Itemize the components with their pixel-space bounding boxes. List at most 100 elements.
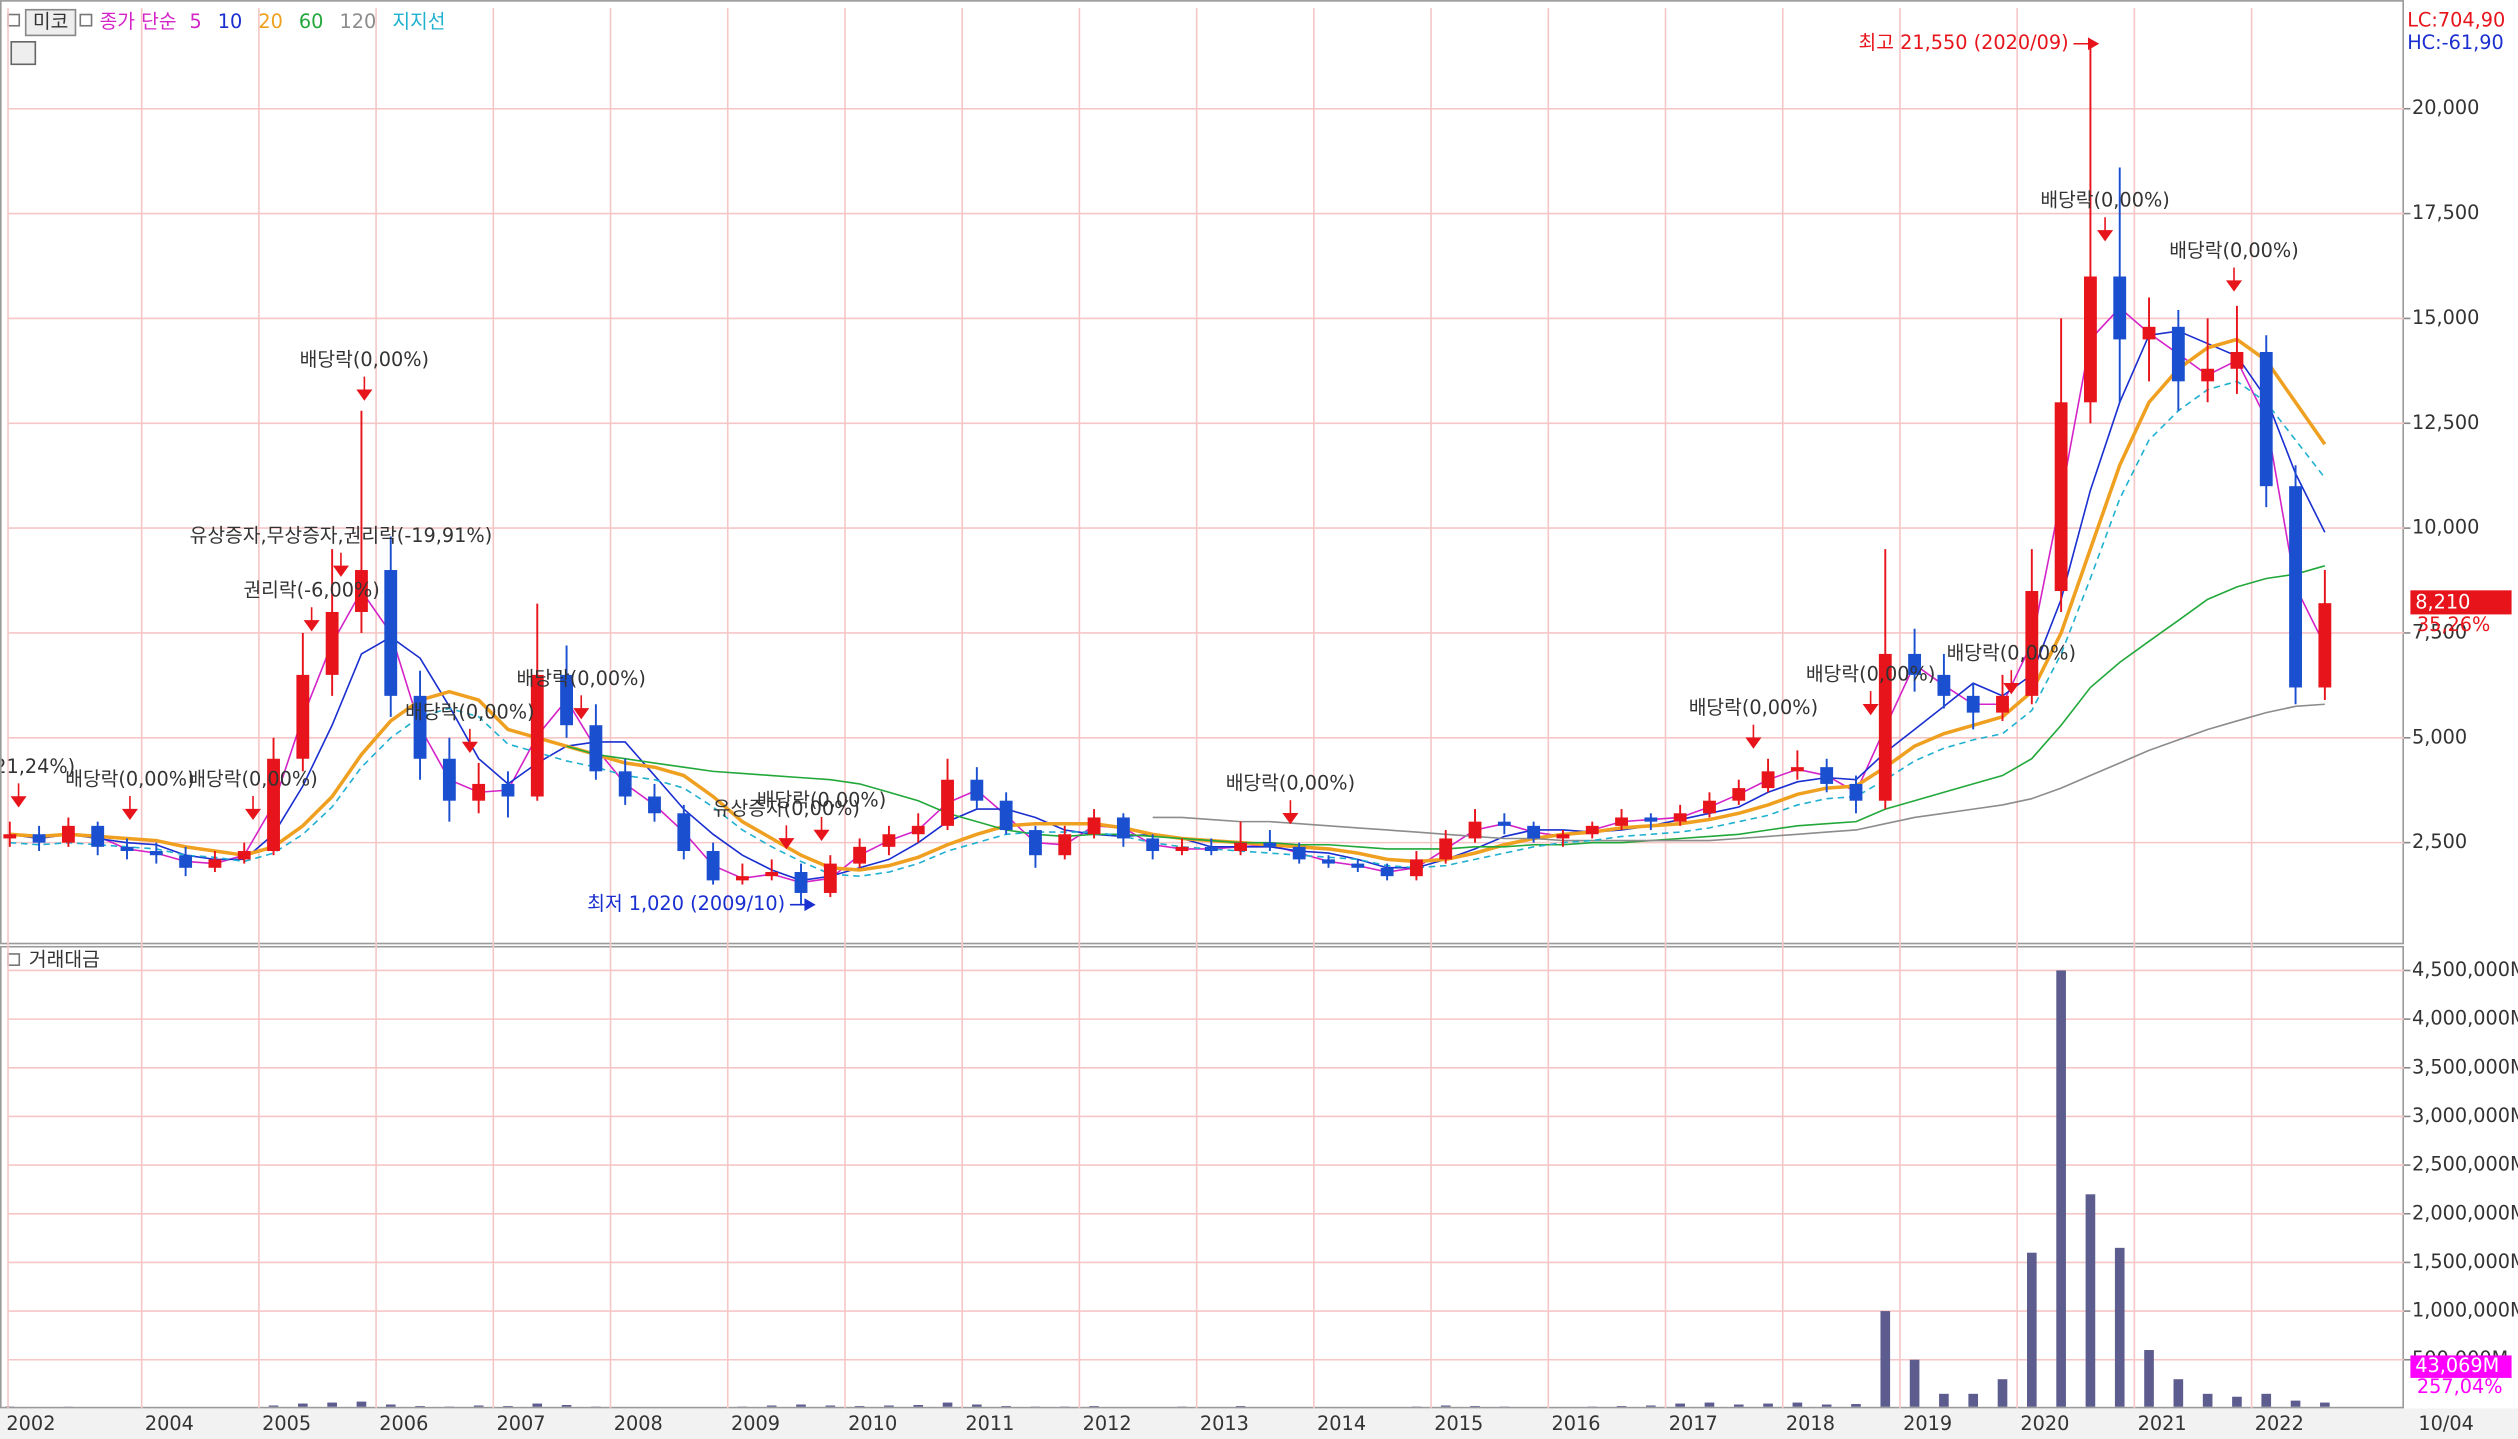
candle-body bbox=[91, 825, 105, 847]
candle-body bbox=[355, 570, 368, 612]
volume-bar bbox=[1059, 1406, 1070, 1407]
volume-bar bbox=[1821, 1404, 1832, 1407]
candle-body bbox=[882, 834, 896, 847]
x-tick-label: 2020 bbox=[2020, 1412, 2069, 1435]
candle-body bbox=[1556, 834, 1570, 839]
x-tick-label: 2012 bbox=[1083, 1412, 1132, 1435]
volume-bar bbox=[1792, 1402, 1803, 1407]
candle-body bbox=[325, 611, 339, 675]
annotation-text: 배당락(0,00%) bbox=[2169, 239, 2298, 262]
annotation-text: 배당락(0,00%) bbox=[757, 788, 886, 811]
candle-body bbox=[1878, 653, 1892, 801]
stock-name[interactable]: 미코 bbox=[33, 10, 68, 33]
candle-body bbox=[1204, 846, 1218, 852]
volume-bar bbox=[825, 1405, 836, 1407]
annotation-text: 배당락(0,00%) bbox=[1947, 642, 2076, 665]
legend-entry: 20 bbox=[258, 10, 283, 33]
volume-bar bbox=[1089, 1405, 1099, 1407]
volume-change: 257,04% bbox=[2417, 1375, 2503, 1398]
candle-body bbox=[941, 779, 954, 826]
candle-body bbox=[1468, 821, 1482, 839]
candle-body bbox=[1234, 842, 1248, 852]
volume-bar bbox=[298, 1403, 308, 1407]
x-tick-label: 2009 bbox=[731, 1412, 780, 1435]
volume-bar bbox=[1030, 1406, 1041, 1407]
ma-line bbox=[1152, 703, 2325, 842]
volume-bar bbox=[1646, 1405, 1656, 1407]
volume-bar bbox=[591, 1406, 601, 1407]
candle-body bbox=[1585, 825, 1599, 835]
candle-body bbox=[1029, 830, 1042, 856]
candle-body bbox=[1116, 817, 1130, 839]
candle-body bbox=[560, 674, 574, 726]
checkbox[interactable] bbox=[7, 13, 21, 27]
annotation-text: 배당락(0,00%) bbox=[405, 700, 534, 723]
candle-body bbox=[472, 783, 486, 801]
price-badge bbox=[2410, 590, 2512, 615]
x-tick-label: 2010 bbox=[848, 1412, 897, 1435]
candle-body bbox=[677, 813, 691, 852]
y-tick-label: 1,000,000M bbox=[2412, 1299, 2518, 1322]
x-tick-label: 2016 bbox=[1551, 1412, 1600, 1435]
checkbox[interactable] bbox=[7, 953, 21, 967]
candle-body bbox=[1761, 771, 1775, 789]
candle-body bbox=[1996, 695, 2009, 713]
candle-body bbox=[1703, 800, 1716, 814]
volume-bar bbox=[2085, 1194, 2096, 1407]
candle-body bbox=[2171, 326, 2185, 382]
annotation-text: 배당락(0,00%) bbox=[1806, 663, 1935, 686]
lc-label: LC:704,90 bbox=[2407, 8, 2505, 31]
volume-panel-frame bbox=[0, 945, 2404, 1409]
candle-body bbox=[2259, 351, 2273, 487]
candle-body bbox=[413, 695, 427, 759]
candle-body bbox=[501, 783, 515, 797]
legend-entry: 120 bbox=[339, 10, 376, 33]
x-tick-label: 2015 bbox=[1434, 1412, 1483, 1435]
y-tick-label: 5,000 bbox=[2412, 725, 2467, 748]
volume-bar bbox=[444, 1406, 455, 1407]
y-tick-label: 17,500 bbox=[2412, 201, 2479, 224]
candle-body bbox=[2318, 603, 2332, 688]
volume-bar bbox=[2320, 1402, 2330, 1407]
candle-body bbox=[1409, 859, 1423, 877]
annotation-arrow bbox=[332, 565, 349, 577]
volume-bar bbox=[1880, 1311, 1891, 1407]
x-tick-label: 2014 bbox=[1317, 1412, 1366, 1435]
y-tick-label: 7,500 bbox=[2412, 620, 2467, 643]
candle-body bbox=[179, 855, 193, 868]
y-tick-label: 2,500,000M bbox=[2412, 1153, 2518, 1176]
candle-body bbox=[32, 834, 46, 843]
annotation-arrow bbox=[303, 620, 320, 632]
y-tick-label: 20,000 bbox=[2412, 96, 2479, 119]
stock-button[interactable] bbox=[24, 8, 77, 37]
legend-entry: 10 bbox=[218, 10, 243, 33]
annotation-text: 배당락(0,00%) bbox=[2040, 189, 2169, 212]
annotation-text: 유상증자(0,00%) bbox=[713, 797, 860, 820]
checkbox[interactable] bbox=[79, 13, 93, 27]
table-icon[interactable] bbox=[10, 41, 37, 66]
candle-body bbox=[384, 570, 398, 696]
volume-bar bbox=[1470, 1405, 1480, 1407]
volume-bar bbox=[1499, 1406, 1510, 1407]
volume-bar bbox=[1939, 1393, 1949, 1407]
candle-body bbox=[1966, 695, 1980, 713]
volume-bar bbox=[1851, 1404, 1861, 1407]
annotation-arrow bbox=[813, 829, 830, 842]
candle-body bbox=[911, 825, 925, 835]
x-tick-label: 2022 bbox=[2255, 1412, 2304, 1435]
price-change: 35,26% bbox=[2417, 613, 2490, 636]
candle-body bbox=[1380, 867, 1394, 877]
x-tick-label: 2018 bbox=[1786, 1412, 1835, 1435]
candle-body bbox=[2054, 402, 2068, 592]
candle-body bbox=[2201, 368, 2215, 382]
x-tick-label: 2011 bbox=[965, 1412, 1014, 1435]
volume-badge bbox=[2410, 1355, 2512, 1378]
annotation-text: 배당락(0,00%) bbox=[1226, 772, 1355, 795]
x-tick-label: 2006 bbox=[379, 1412, 428, 1435]
x-tick-label: 2013 bbox=[1200, 1412, 1249, 1435]
candle-body bbox=[1439, 838, 1453, 860]
candle-body bbox=[2289, 486, 2302, 688]
candle-body bbox=[1732, 788, 1746, 801]
